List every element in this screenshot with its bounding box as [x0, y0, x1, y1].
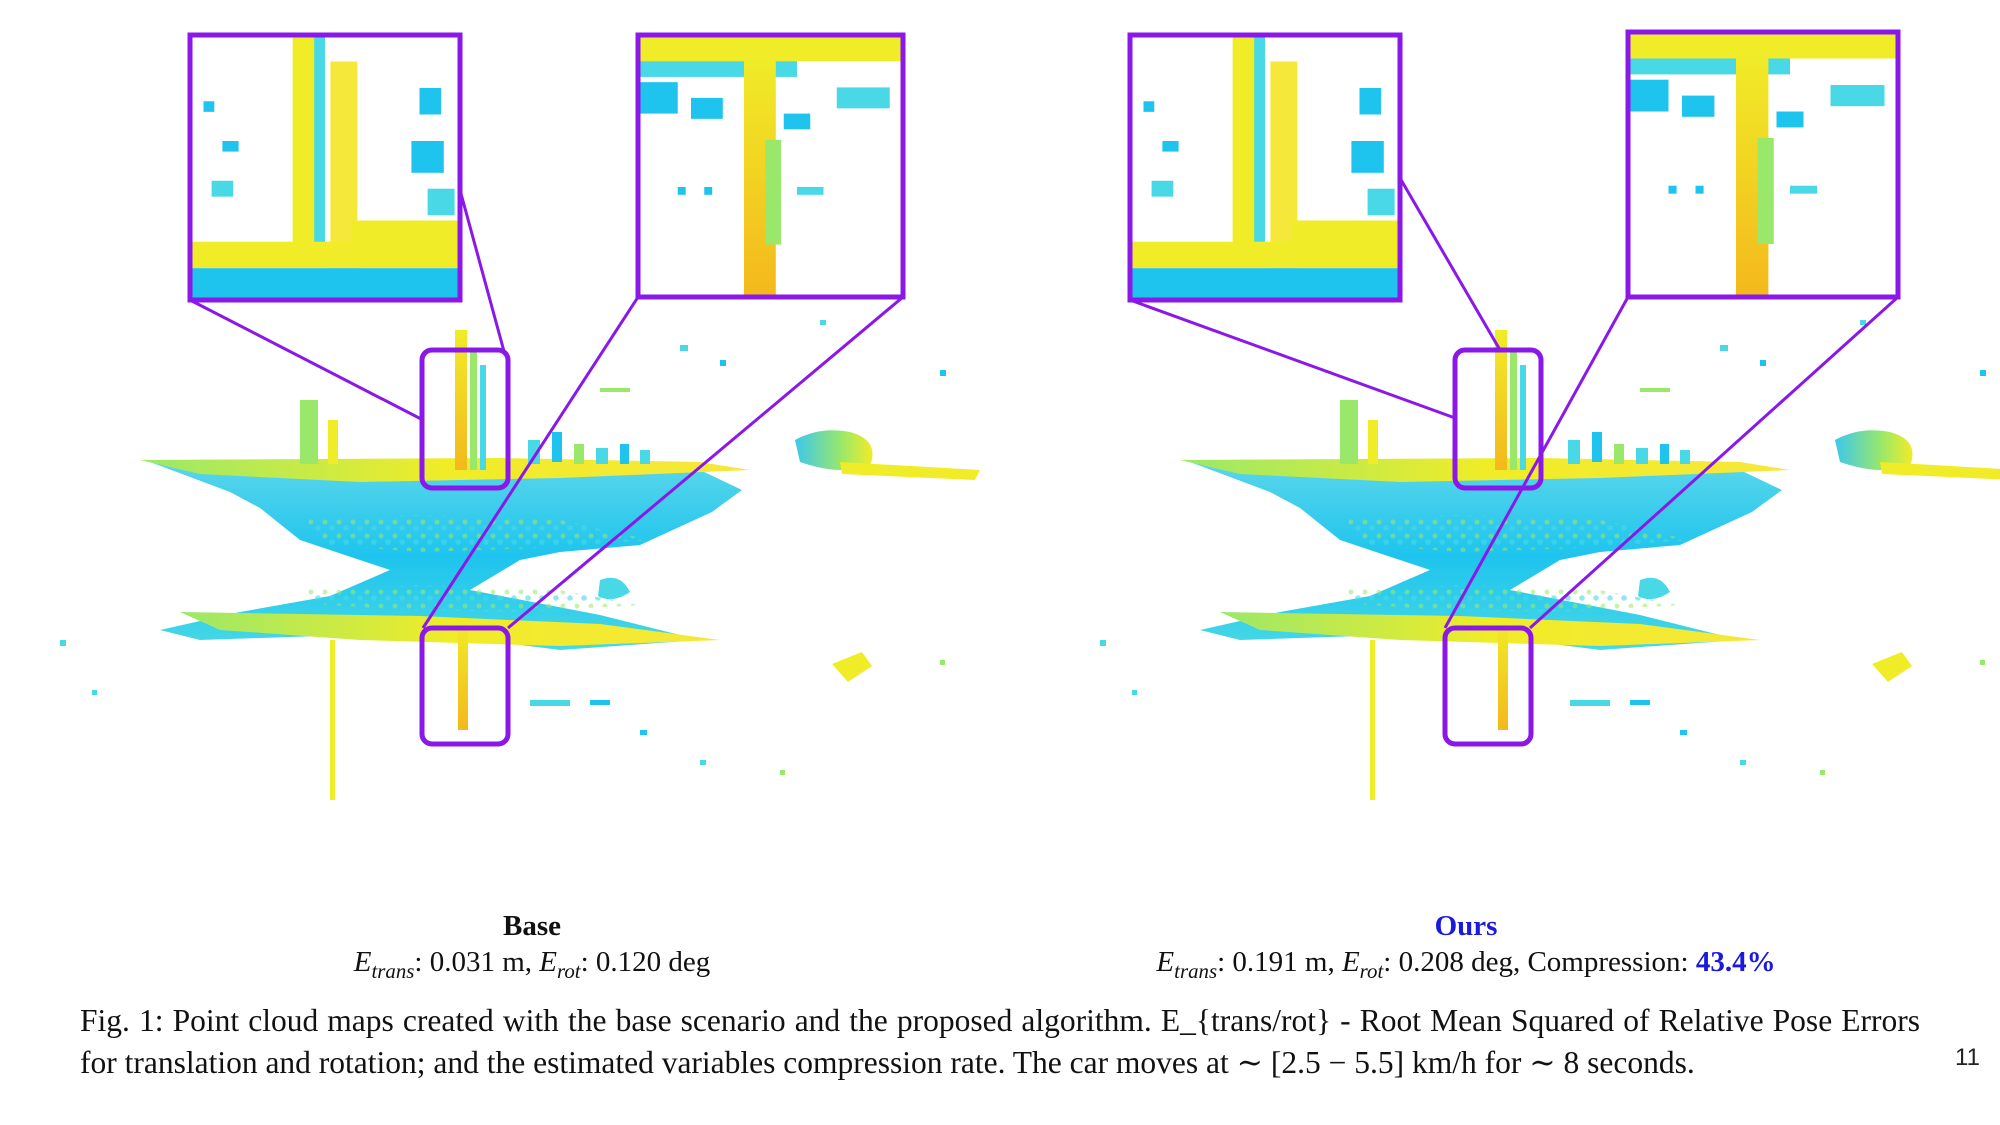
base-point-cloud [60, 320, 980, 800]
e-trans-subscript: trans [371, 958, 415, 983]
base-panel-caption: Base Etrans: 0.031 m, Erot: 0.120 deg [232, 908, 832, 989]
e-rot-subscript: rot [556, 958, 581, 983]
ours-connector-lines [1129, 177, 1900, 630]
ours-highlight-bottom [1442, 625, 1534, 747]
e-rot-subscript: rot [1359, 958, 1384, 983]
base-panel-title: Base [503, 910, 561, 942]
e-rot-symbol: E [539, 946, 557, 978]
base-metrics: Etrans: 0.031 m, Erot: 0.120 deg [232, 944, 832, 989]
ours-highlight-top [1452, 347, 1544, 491]
base-highlight-top [419, 347, 511, 491]
base-e-rot-value: : 0.120 deg [580, 946, 711, 978]
point-cloud-figure [60, 29, 2000, 800]
base-highlight-bottom [419, 625, 511, 747]
ours-e-trans-value: : 0.191 m, [1217, 946, 1342, 978]
e-trans-symbol: E [1156, 946, 1175, 978]
e-trans-subscript: trans [1174, 958, 1218, 983]
figure-caption: Fig. 1: Point cloud maps created with th… [80, 1003, 1920, 1080]
ours-point-cloud [1100, 320, 2000, 800]
ours-inset-right [1625, 29, 1901, 300]
e-trans-symbol: E [353, 946, 372, 978]
base-inset-left [187, 32, 463, 303]
base-inset-right [635, 32, 906, 300]
compression-value: 43.4% [1695, 946, 1776, 978]
e-rot-symbol: E [1341, 946, 1360, 978]
page-number: 11 [1955, 1044, 1980, 1071]
base-e-trans-value: : 0.031 m, [414, 946, 540, 978]
ours-panel-title: Ours [1434, 910, 1498, 942]
ours-metrics: Etrans: 0.191 m, Erot: 0.208 deg, Compre… [1066, 944, 1866, 989]
ours-e-rot-value: : 0.208 deg, Compression: [1383, 946, 1696, 978]
base-connector-lines [189, 189, 904, 630]
ours-inset-left [1127, 32, 1403, 303]
ours-panel-caption: Ours Etrans: 0.191 m, Erot: 0.208 deg, C… [1066, 908, 1866, 989]
